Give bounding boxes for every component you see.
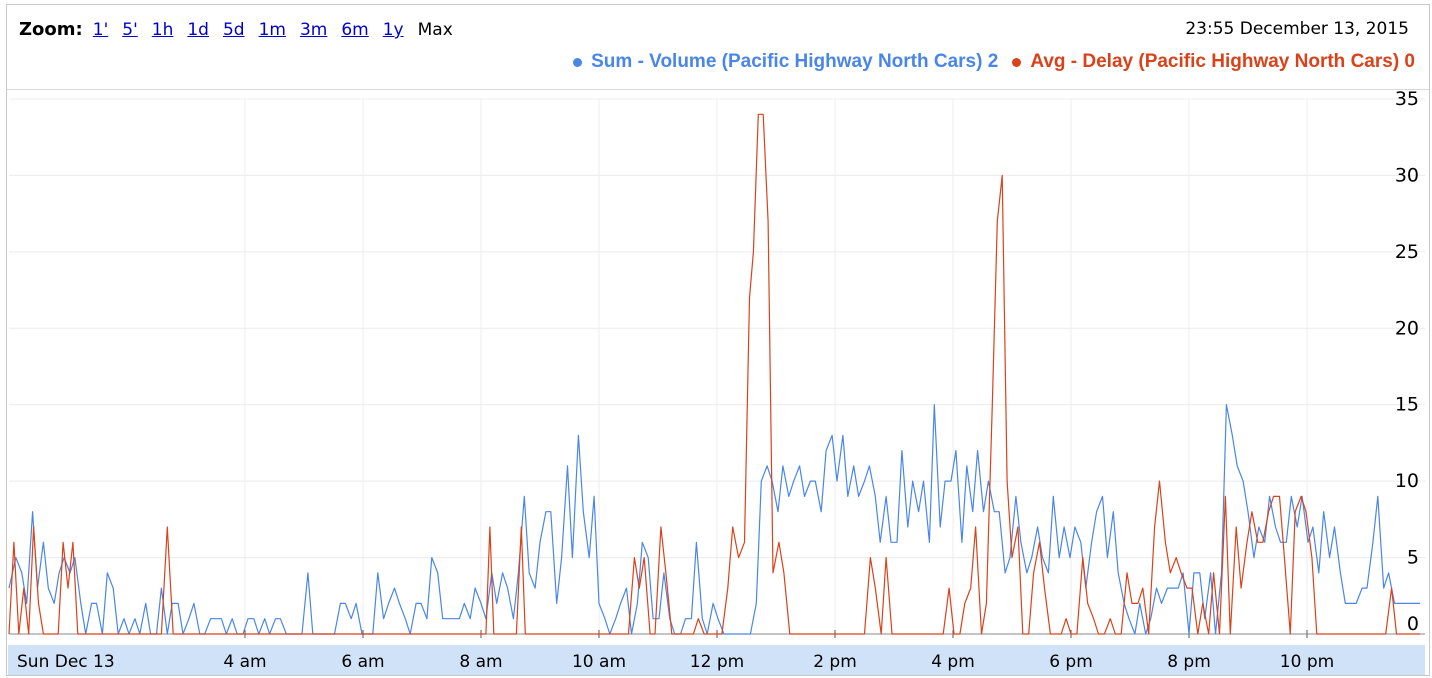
x-tick-label-5: 12 pm — [690, 652, 744, 672]
y-tick-label-25: 25 — [1395, 241, 1419, 263]
x-tick-label-7: 4 pm — [931, 652, 975, 672]
x-tick-label-4: 10 am — [572, 652, 626, 672]
zoom-1-month-link[interactable]: 1m — [258, 20, 286, 40]
y-tick-label-0: 0 — [1407, 613, 1419, 635]
legend-label-delay: Avg - Delay (Pacific Highway North Cars)… — [1030, 51, 1415, 72]
zoom-1-day-link[interactable]: 1d — [187, 20, 209, 40]
x-axis-band — [8, 645, 1425, 675]
y-tick-label-30: 30 — [1395, 164, 1419, 186]
zoom-controls: Zoom: 1' 5' 1h 1d 5d 1m 3m 6m 1y Max — [19, 19, 467, 40]
x-tick-label-9: 8 pm — [1167, 652, 1211, 672]
y-tick-label-5: 5 — [1407, 547, 1419, 569]
x-tick-label-1: 4 am — [223, 652, 266, 672]
line-chart[interactable]: 0 5 10 15 20 25 30 35 Sun Dec 13 4 am 6 am 8 am 10 a… — [7, 5, 1431, 677]
current-timestamp: 23:55 December 13, 2015 — [1185, 19, 1409, 39]
chart-legend: Sum - Volume (Pacific Highway North Cars… — [559, 51, 1415, 73]
legend-item-delay[interactable]: Avg - Delay (Pacific Highway North Cars)… — [1012, 51, 1415, 73]
x-tick-label-6: 2 pm — [813, 652, 857, 672]
zoom-1-year-link[interactable]: 1y — [382, 20, 404, 40]
chart-frame: Zoom: 1' 5' 1h 1d 5d 1m 3m 6m 1y Max 23:… — [6, 4, 1430, 676]
x-tick-label-3: 8 am — [459, 652, 502, 672]
y-tick-label-20: 20 — [1395, 317, 1419, 339]
zoom-5-minutes-link[interactable]: 5' — [122, 20, 138, 40]
zoom-1-hour-link[interactable]: 1h — [151, 20, 174, 40]
x-tick-label-2: 6 am — [341, 652, 384, 672]
zoom-max-current: Max — [417, 20, 453, 40]
x-tick-label-10: 10 pm — [1280, 652, 1334, 672]
series-line-volume — [8, 404, 1421, 635]
legend-dot-volume — [573, 57, 583, 67]
x-tick-label-0: Sun Dec 13 — [17, 652, 115, 672]
zoom-label: Zoom: — [19, 19, 83, 40]
series-line-delay — [8, 113, 1421, 635]
zoom-6-months-link[interactable]: 6m — [341, 20, 369, 40]
zoom-3-months-link[interactable]: 3m — [299, 20, 328, 40]
legend-item-volume[interactable]: Sum - Volume (Pacific Highway North Cars… — [573, 51, 998, 73]
y-tick-label-10: 10 — [1395, 470, 1419, 492]
y-tick-label-35: 35 — [1395, 88, 1419, 110]
chart-header: Zoom: 1' 5' 1h 1d 5d 1m 3m 6m 1y Max 23:… — [7, 5, 1429, 89]
x-tick-label-8: 6 pm — [1049, 652, 1093, 672]
legend-dot-delay — [1012, 57, 1022, 67]
zoom-5-days-link[interactable]: 5d — [222, 20, 245, 40]
y-tick-label-15: 15 — [1395, 394, 1419, 416]
zoom-1-minute-link[interactable]: 1' — [92, 20, 109, 40]
legend-label-volume: Sum - Volume (Pacific Highway North Cars… — [591, 51, 999, 72]
header-divider — [7, 89, 1429, 90]
